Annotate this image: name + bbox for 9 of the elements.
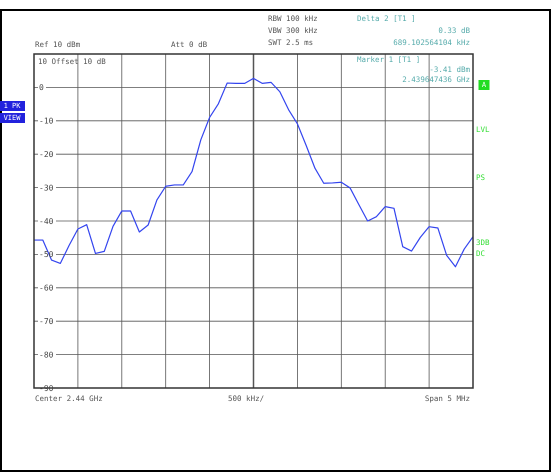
y-tick-label: -10 [39, 116, 54, 126]
y-tick-label: -30 [39, 183, 54, 192]
y-tick-label: -70 [39, 317, 54, 326]
y-tick-label: -40 [39, 216, 54, 226]
y-tick-label: -60 [39, 284, 54, 293]
y-tick-label: -80 [39, 350, 54, 360]
y-tick-label: -20 [39, 150, 54, 159]
y-tick-label: 0 [39, 83, 44, 92]
line-series [34, 78, 473, 268]
